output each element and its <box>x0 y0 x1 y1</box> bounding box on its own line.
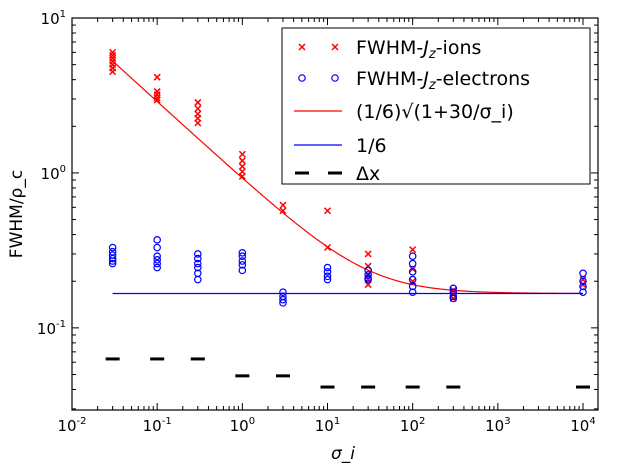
x-tick-label: 10-1 <box>143 416 172 435</box>
ion-point <box>153 73 161 81</box>
electron-point <box>153 255 161 264</box>
ion-point <box>364 250 372 258</box>
ion-point <box>579 276 587 284</box>
electron-point <box>238 261 247 269</box>
plot-frame <box>71 17 599 411</box>
electron-point <box>323 272 332 281</box>
legend-box <box>281 27 591 185</box>
ion-point <box>109 48 117 56</box>
ion-point <box>153 94 161 102</box>
x-tick-label: 103 <box>485 416 510 435</box>
legend-ion-marker <box>331 43 339 51</box>
ion-point <box>323 207 332 215</box>
plot-data <box>105 48 591 389</box>
electron-point <box>408 288 417 296</box>
electron-point <box>108 243 117 252</box>
ion-point <box>194 98 202 106</box>
electron-point <box>194 250 202 258</box>
x-tick-label: 100 <box>230 416 255 435</box>
electron-point <box>108 259 117 268</box>
electron-point <box>449 292 458 301</box>
ion-point <box>279 201 287 209</box>
x-tick-label: 10-2 <box>57 416 86 435</box>
electron-point <box>108 257 117 265</box>
electron-point <box>408 252 417 261</box>
ion-point <box>238 162 246 171</box>
legend-label: FWHM-Jz-electrons <box>356 68 530 93</box>
electron-point <box>279 295 287 304</box>
electron-point <box>364 275 372 284</box>
fit-curve-line <box>112 60 584 294</box>
electron-point <box>153 236 161 244</box>
electron-point <box>323 263 332 272</box>
legend-label: (1/6)√(1+30/σ_i) <box>356 101 514 123</box>
electron-point <box>238 266 247 275</box>
legend-ion-marker <box>298 43 306 51</box>
electron-point <box>323 275 332 284</box>
x-axis-label: σ_i <box>331 444 355 464</box>
legend: FWHM-Jz-ions FWHM-Jz-electrons (1/6)√(1+30… <box>281 27 591 185</box>
y-tick-label: 10-1 <box>37 319 66 338</box>
legend-electron-marker <box>331 74 339 82</box>
y-tick-label: 101 <box>41 9 66 28</box>
ion-point <box>409 277 417 285</box>
electron-point <box>449 294 458 303</box>
ion-point <box>238 157 246 165</box>
electron-point <box>279 288 287 296</box>
electron-point <box>153 263 161 272</box>
x-tick-label: 102 <box>400 416 425 435</box>
electron-point <box>408 268 417 276</box>
electron-point <box>108 254 117 263</box>
ion-point <box>409 246 417 254</box>
legend-label: FWHM-Jz-ions <box>356 37 481 62</box>
electron-point <box>449 284 458 293</box>
y-tick-label: 100 <box>41 164 66 183</box>
electron-point <box>153 252 161 261</box>
electron-point <box>194 254 202 263</box>
electron-point <box>194 275 202 284</box>
electron-point <box>238 249 247 257</box>
electron-point <box>238 257 247 265</box>
electron-point <box>323 268 332 276</box>
x-tick-label: 104 <box>570 416 595 435</box>
electron-point <box>579 288 587 296</box>
electron-point <box>579 269 587 278</box>
ion-point <box>238 150 246 158</box>
legend-label: 1/6 <box>356 135 387 157</box>
electron-point <box>408 259 417 268</box>
ion-point <box>323 243 332 252</box>
x-tick-label: 101 <box>315 416 340 435</box>
ion-point <box>109 68 117 76</box>
electron-point <box>364 271 372 279</box>
electron-point <box>194 263 202 272</box>
ion-point <box>194 105 202 113</box>
electron-point <box>153 243 161 252</box>
legend-label: Δx <box>356 163 380 185</box>
ion-point <box>238 172 246 180</box>
ion-point <box>194 119 202 127</box>
ion-point <box>279 207 287 215</box>
electron-point <box>194 259 202 268</box>
electron-point <box>408 282 417 291</box>
ion-point <box>153 96 161 104</box>
electron-point <box>279 299 287 307</box>
electron-point <box>238 252 247 261</box>
electron-point <box>579 277 587 286</box>
electron-point <box>579 282 587 291</box>
electron-point <box>364 266 372 275</box>
legend-electron-marker <box>298 74 306 82</box>
electron-point <box>153 259 161 268</box>
y-axis-label: FWHM/ρ_c <box>7 170 27 258</box>
